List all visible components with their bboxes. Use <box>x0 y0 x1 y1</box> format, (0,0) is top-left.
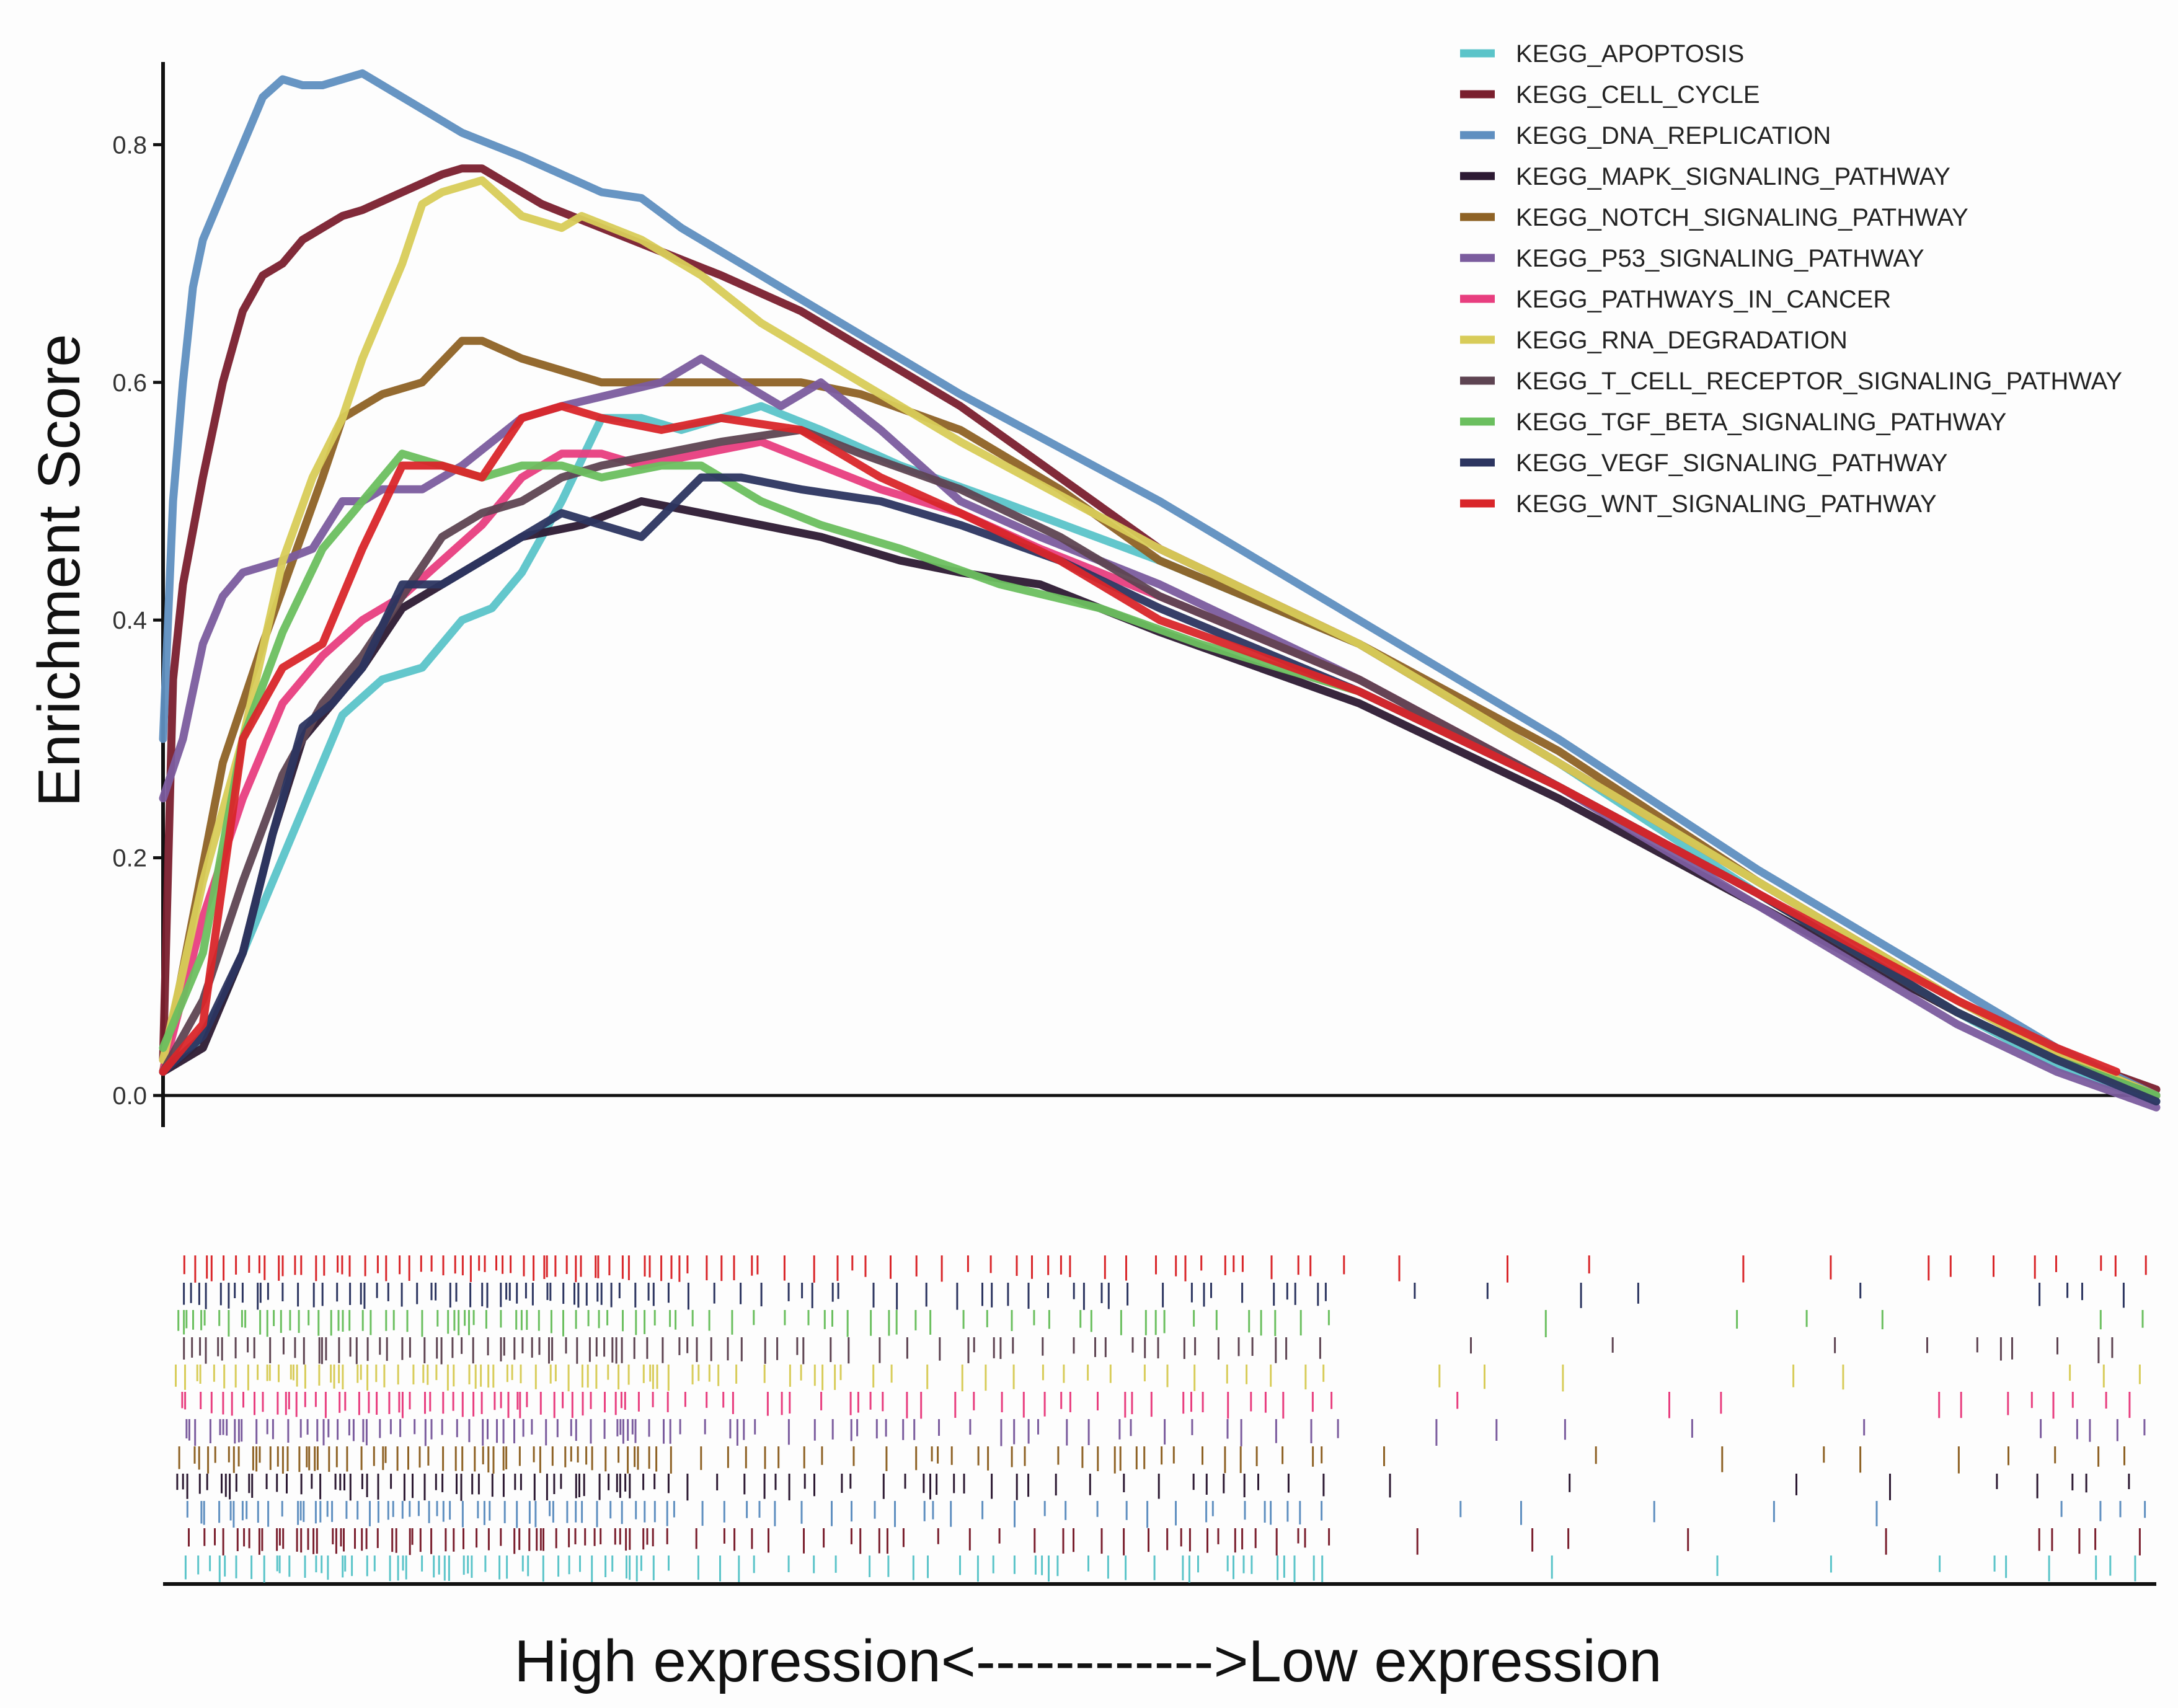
y-tick-label: 0.6 <box>112 369 147 397</box>
hit-rug-plot <box>175 1255 2147 1583</box>
hit-row-kegg-p53-signaling-pathway <box>185 1419 2146 1446</box>
hit-row-kegg-vegf-signaling-pathway <box>183 1283 2125 1310</box>
legend-label: KEGG_DNA_REPLICATION <box>1516 122 1831 149</box>
series-line-kegg-pathways-in-cancer <box>159 438 2161 1100</box>
series-line-kegg-t-cell-receptor-signaling-pathway <box>159 426 2161 1100</box>
series-line-kegg-wnt-signaling-pathway <box>159 402 2121 1076</box>
legend-item: KEGG_APOPTOSIS <box>1460 40 1744 68</box>
series-line-kegg-dna-replication <box>159 69 2161 1100</box>
enrichment-curves <box>159 69 2161 1112</box>
legend-item: KEGG_P53_SIGNALING_PATHWAY <box>1460 245 1924 272</box>
legend-item: KEGG_VEGF_SIGNALING_PATHWAY <box>1460 449 1947 477</box>
legend-label: KEGG_T_CELL_RECEPTOR_SIGNALING_PATHWAY <box>1516 368 2122 395</box>
y-tick-label: 0.8 <box>112 131 147 159</box>
legend-item: KEGG_PATHWAYS_IN_CANCER <box>1460 286 1891 313</box>
legend-label: KEGG_MAPK_SIGNALING_PATHWAY <box>1516 163 1950 190</box>
legend-label: KEGG_P53_SIGNALING_PATHWAY <box>1516 245 1924 272</box>
legend-item: KEGG_MAPK_SIGNALING_PATHWAY <box>1460 163 1950 190</box>
hit-row-kegg-pathways-in-cancer <box>181 1392 2131 1419</box>
legend-label: KEGG_WNT_SIGNALING_PATHWAY <box>1516 490 1937 518</box>
y-tick-label: 0.2 <box>112 845 147 872</box>
series-line-kegg-vegf-signaling-pathway <box>159 473 2161 1106</box>
series-line-kegg-notch-signaling-pathway <box>159 337 2161 1100</box>
x-axis-label: High expression<------------>Low express… <box>514 1628 1662 1694</box>
series-line-kegg-mapk-signaling-pathway <box>159 497 2161 1100</box>
hit-row-kegg-wnt-signaling-pathway <box>183 1255 2147 1283</box>
legend-label: KEGG_APOPTOSIS <box>1516 40 1744 68</box>
y-tick-label: 0.4 <box>112 607 147 634</box>
y-axis-label: Enrichment Score <box>26 334 92 807</box>
legend-item: KEGG_WNT_SIGNALING_PATHWAY <box>1460 490 1937 518</box>
hit-row-kegg-apoptosis <box>184 1555 2136 1583</box>
series-line-kegg-rna-degradation <box>159 176 2161 1100</box>
legend-item: KEGG_CELL_CYCLE <box>1460 81 1760 108</box>
legend-label: KEGG_NOTCH_SIGNALING_PATHWAY <box>1516 204 1968 231</box>
hit-row-kegg-t-cell-receptor-signaling-pathway <box>183 1337 2114 1365</box>
legend-label: KEGG_RNA_DEGRADATION <box>1516 327 1848 354</box>
legend-label: KEGG_CELL_CYCLE <box>1516 81 1760 108</box>
axis-layer: 0.0 0.2 0.4 0.6 0.8 <box>112 62 2156 1586</box>
hit-row-kegg-mapk-signaling-pathway <box>176 1474 2130 1501</box>
hit-row-kegg-notch-signaling-pathway <box>178 1446 2125 1474</box>
hit-row-kegg-rna-degradation <box>175 1365 2141 1392</box>
legend-label: KEGG_PATHWAYS_IN_CANCER <box>1516 286 1891 313</box>
hit-row-kegg-tgf-beta-signaling-pathway <box>177 1310 2144 1337</box>
hit-row-kegg-cell-cycle <box>188 1528 2141 1555</box>
legend-item: KEGG_DNA_REPLICATION <box>1460 122 1831 149</box>
legend-item: KEGG_NOTCH_SIGNALING_PATHWAY <box>1460 204 1968 231</box>
legend: KEGG_APOPTOSIS KEGG_CELL_CYCLE KEGG_DNA_RE… <box>1460 40 2122 518</box>
y-tick-label: 0.0 <box>112 1082 147 1110</box>
legend-item: KEGG_T_CELL_RECEPTOR_SIGNALING_PATHWAY <box>1460 368 2122 395</box>
legend-item: KEGG_RNA_DEGRADATION <box>1460 327 1848 354</box>
hit-row-kegg-dna-replication <box>186 1501 2146 1528</box>
legend-label: KEGG_TGF_BETA_SIGNALING_PATHWAY <box>1516 409 2006 436</box>
legend-label: KEGG_VEGF_SIGNALING_PATHWAY <box>1516 449 1947 477</box>
legend-item: KEGG_TGF_BETA_SIGNALING_PATHWAY <box>1460 409 2006 436</box>
